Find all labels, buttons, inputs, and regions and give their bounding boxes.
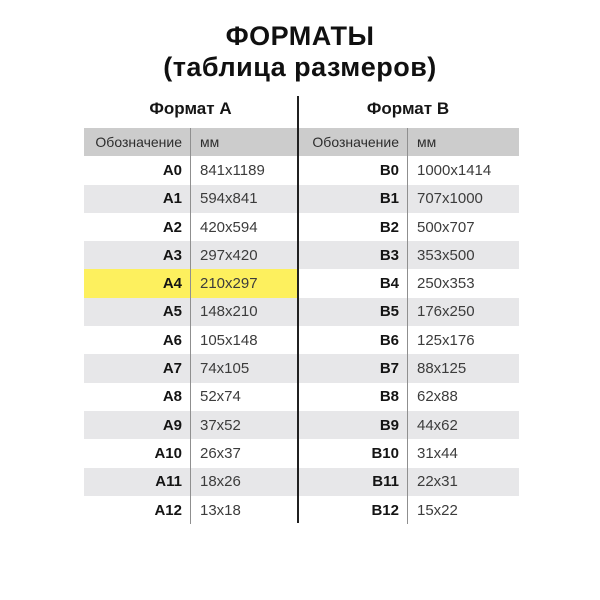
format-code: B10 [299,439,408,468]
table-row-a1: A1 594x841 [84,184,297,213]
format-b-table: Обозначение мм B0 1000x1414 B1 707x1000 B2 50… [299,128,519,525]
table-row-a0: A0 841x1189 [84,156,297,185]
col-header-designation: Обозначение [299,128,408,157]
format-code: A2 [84,212,191,242]
format-size-mm: 297x420 [200,246,258,264]
table-row-b0: B0 1000x1414 [299,156,519,185]
format-code: B5 [299,297,408,327]
format-code: B6 [299,326,408,355]
format-size-mm: 594x841 [200,190,258,208]
format-size-mm: 44x62 [417,416,458,434]
format-size-mm: 62x88 [417,388,458,406]
table-row-b12: B12 15x22 [299,495,519,525]
format-size-mm: 13x18 [200,501,241,519]
table-row-b2: B2 500x707 [299,212,519,242]
col-header-designation: Обозначение [84,128,191,157]
format-size-mm: 125x176 [417,331,475,349]
table-row-a2: A2 420x594 [84,212,297,242]
format-size-mm: 353x500 [417,246,475,264]
format-code: A9 [84,410,191,440]
format-size-mm: 210x297 [200,275,258,293]
table-row-b7: B7 88x125 [299,354,519,383]
table-row-a8: A8 52x74 [84,382,297,411]
format-size-mm: 74x105 [200,360,250,378]
format-b-title: Формат В [366,99,450,118]
format-code: A7 [84,354,191,383]
format-size-mm: 88x125 [417,360,467,378]
format-code: B2 [299,212,408,242]
format-code: A12 [84,495,191,525]
format-a-header-row: Обозначение мм [84,128,297,157]
format-code: A0 [84,156,191,185]
center-divider-line [297,96,299,523]
table-row-a4: A4 210x297 [84,269,297,298]
format-size-mm: 500x707 [417,218,475,236]
format-size-mm: 31x44 [417,444,458,462]
table-row-b4: B4 250x353 [299,269,519,298]
format-code: B8 [299,382,408,411]
format-size-mm: 841x1189 [200,161,265,179]
table-row-a3: A3 297x420 [84,241,297,270]
format-code: A4 [84,269,191,298]
format-size-mm: 148x210 [200,303,258,321]
format-size-mm: 18x26 [200,473,241,491]
format-code: A1 [84,184,191,213]
format-code: A5 [84,297,191,327]
table-row-b5: B5 176x250 [299,297,519,327]
format-code: B1 [299,184,408,213]
format-size-mm: 1000x1414 [417,161,492,179]
table-row-a5: A5 148x210 [84,297,297,327]
page-title-line1: ФОРМАТЫ [225,21,375,51]
format-size-mm: 176x250 [417,303,475,321]
col-header-mm: мм [417,134,437,151]
table-row-b11: B11 22x31 [299,467,519,496]
format-code: A10 [84,439,191,468]
format-size-mm: 22x31 [417,473,458,491]
page-title: ФОРМАТЫ (таблица размеров) [0,21,600,83]
format-size-mm: 26x37 [200,444,241,462]
format-code: A8 [84,382,191,411]
format-size-mm: 52x74 [200,388,241,406]
format-code: B3 [299,241,408,270]
format-code: B11 [299,467,408,496]
format-size-mm: 420x594 [200,218,258,236]
table-row-a10: A10 26x37 [84,439,297,468]
page-title-line2: (таблица размеров) [163,52,437,82]
table-row-b3: B3 353x500 [299,241,519,270]
format-code: A3 [84,241,191,270]
table-row-b8: B8 62x88 [299,382,519,411]
format-code: B4 [299,269,408,298]
table-row-b1: B1 707x1000 [299,184,519,213]
format-titles-row: Формат А Формат В [84,99,519,119]
table-row-a9: A9 37x52 [84,410,297,440]
format-b-header-row: Обозначение мм [299,128,519,157]
table-row-a6: A6 105x148 [84,326,297,355]
format-size-mm: 105x148 [200,331,258,349]
table-row-a11: A11 18x26 [84,467,297,496]
size-tables-area: Формат А Формат В Обозначение мм A0 841x1… [84,96,519,526]
format-code: B12 [299,495,408,525]
format-size-mm: 37x52 [200,416,241,434]
format-code: B9 [299,410,408,440]
format-a-table: Обозначение мм A0 841x1189 A1 594x841 A2 420x… [84,128,297,525]
format-code: A6 [84,326,191,355]
table-row-b6: B6 125x176 [299,326,519,355]
format-size-mm: 15x22 [417,501,458,519]
table-row-a12: A12 13x18 [84,495,297,525]
col-header-mm: мм [200,134,220,151]
table-row-a7: A7 74x105 [84,354,297,383]
table-row-b10: B10 31x44 [299,439,519,468]
format-a-title: Формат А [149,99,232,118]
format-size-mm: 250x353 [417,275,475,293]
format-size-mm: 707x1000 [417,190,483,208]
format-code: B7 [299,354,408,383]
format-code: B0 [299,156,408,185]
format-code: A11 [84,467,191,496]
table-row-b9: B9 44x62 [299,410,519,440]
